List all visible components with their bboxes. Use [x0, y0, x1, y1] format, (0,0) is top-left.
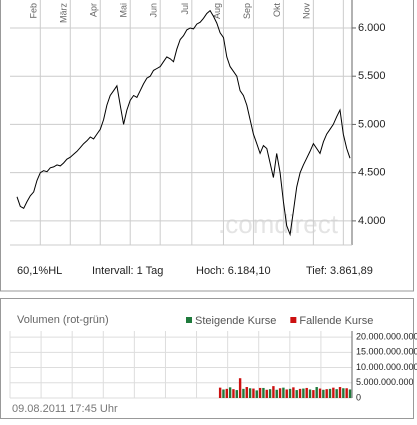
- volume-bar: [268, 389, 272, 398]
- volume-bar: [218, 387, 222, 398]
- volume-bar: [305, 387, 308, 398]
- y-tick-label: 5.500: [358, 70, 386, 82]
- volume-bar: [308, 389, 312, 398]
- volume-bar: [235, 390, 238, 398]
- volume-bar: [325, 389, 328, 398]
- volume-bar: [275, 389, 278, 398]
- low-label: Tief: 3.861,89: [306, 265, 373, 277]
- volume-bar: [288, 388, 292, 398]
- high-label: Hoch: 6.184,10: [196, 265, 271, 277]
- volume-title: Volumen (rot-grün): [17, 314, 109, 326]
- volume-bar: [242, 388, 245, 398]
- watermark: .comdirect: [218, 209, 339, 239]
- volume-bar: [285, 389, 288, 398]
- x-tick-label: Okt: [272, 3, 282, 18]
- y-tick-label: 0: [356, 392, 361, 402]
- volume-bar: [232, 389, 235, 398]
- volume-bar: [328, 388, 332, 398]
- volume-bar: [278, 388, 282, 398]
- interval-label: Intervall: 1 Tag: [92, 265, 163, 277]
- volume-bar: [302, 388, 305, 398]
- volume-bar: [298, 388, 302, 398]
- x-tick-label: Jun: [149, 3, 159, 18]
- y-tick-label: 4.000: [358, 215, 386, 227]
- volume-bar: [342, 388, 345, 398]
- volume-panel: [0, 298, 414, 419]
- volume-bar: [272, 386, 275, 398]
- x-tick-label: Mai: [119, 3, 129, 18]
- y-tick-label: 4.500: [358, 167, 386, 179]
- volume-bar: [255, 390, 258, 398]
- volume-bar: [348, 389, 352, 398]
- legend-swatch: [290, 317, 297, 323]
- y-tick-label: 20.000.000.000: [356, 331, 417, 341]
- y-tick-label: 5.000.000.000: [356, 377, 414, 387]
- volume-bar: [265, 389, 268, 398]
- y-tick-label: 15.000.000.000: [356, 347, 417, 357]
- price-panel: [0, 0, 414, 292]
- price-line: [16, 9, 351, 237]
- y-tick-label: 5.000: [358, 118, 386, 130]
- volume-bar: [338, 387, 342, 398]
- volume-bar: [318, 388, 322, 398]
- volume-bar: [315, 387, 318, 398]
- legend-swatch: [186, 317, 192, 323]
- volume-bar: [225, 388, 228, 398]
- volume-bar: [332, 387, 335, 398]
- x-tick-label: Aug: [212, 3, 222, 19]
- timestamp: 09.08.2011 17:45 Uhr: [12, 403, 118, 415]
- volume-bar: [295, 390, 298, 398]
- volume-bar: [335, 389, 338, 398]
- range-label: 60,1%HL: [17, 265, 62, 277]
- volume-bar: [282, 387, 285, 398]
- volume-bar: [252, 388, 255, 398]
- x-tick-label: Jul: [180, 3, 190, 15]
- legend-label: Steigende Kurse: [195, 315, 276, 327]
- volume-bar: [228, 387, 232, 398]
- legend-label: Fallende Kurse: [299, 315, 373, 327]
- x-tick-label: Feb: [29, 3, 39, 19]
- volume-bar: [238, 378, 242, 398]
- volume-bar: [245, 387, 248, 398]
- volume-bar: [222, 389, 225, 398]
- volume-bar: [248, 388, 252, 398]
- volume-bar: [312, 390, 315, 398]
- volume-bar: [262, 387, 265, 398]
- volume-bar: [292, 387, 295, 398]
- x-tick-label: März: [59, 3, 69, 23]
- y-tick-label: 6.000: [358, 22, 386, 34]
- y-tick-label: 10.000.000.000: [356, 362, 417, 372]
- volume-bar: [322, 389, 325, 398]
- volume-bar: [345, 388, 348, 398]
- x-tick-label: Nov: [302, 3, 312, 20]
- x-tick-label: Apr: [89, 3, 99, 17]
- x-tick-label: Sep: [242, 3, 252, 19]
- volume-bar: [258, 387, 262, 398]
